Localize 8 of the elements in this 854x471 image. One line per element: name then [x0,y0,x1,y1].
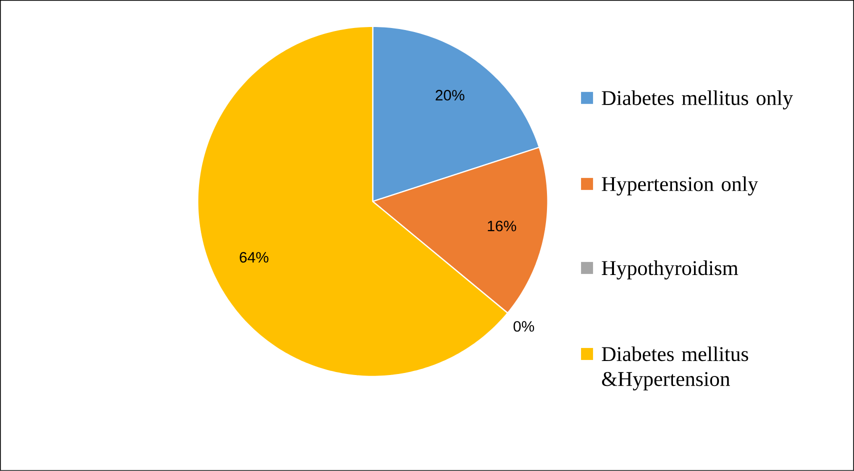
legend-label: Diabetes mellitus only [602,90,793,110]
legend-label: Diabetes mellitus &Hypertension [602,346,748,390]
legend-label: Hypertension only [602,176,758,196]
data-label: 16% [488,220,516,232]
legend-label: Hypothyroidism [602,260,738,280]
data-label: 20% [436,90,464,101]
text: 0% [514,321,534,332]
data-label: 64% [240,252,268,263]
